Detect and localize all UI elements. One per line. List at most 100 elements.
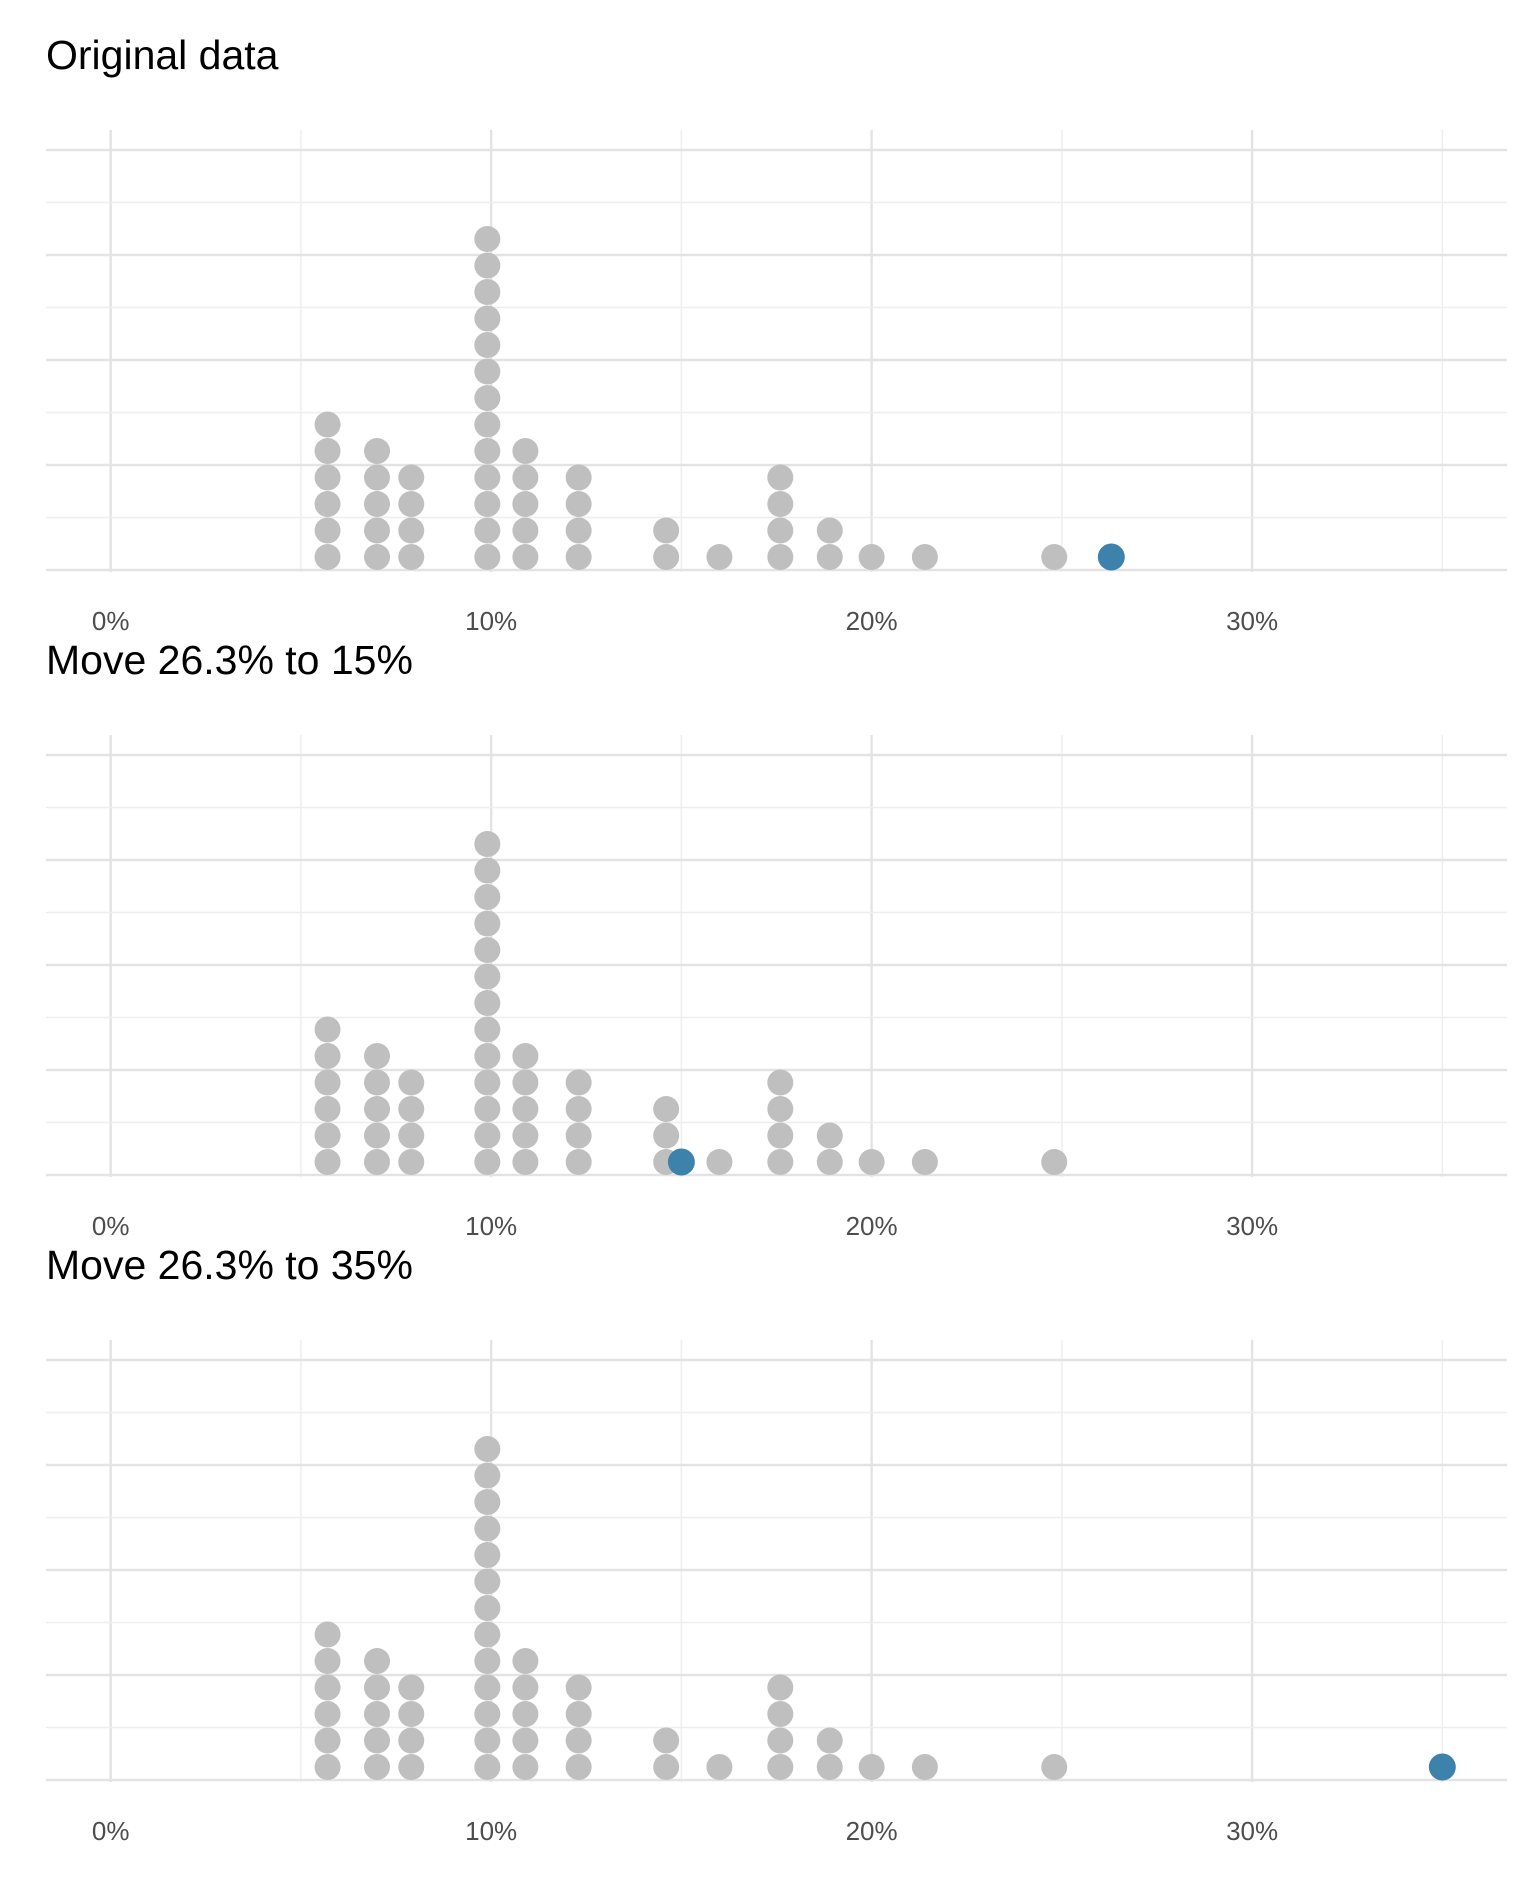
- x-tick-label: 30%: [1226, 606, 1278, 636]
- x-tick-label: 30%: [1226, 1816, 1278, 1846]
- data-point: [314, 1149, 341, 1175]
- data-point: [767, 1149, 794, 1175]
- data-points: [314, 226, 1068, 570]
- data-point: [474, 1515, 501, 1542]
- data-point: [911, 544, 938, 570]
- panel-title: Original data: [46, 32, 279, 78]
- data-point: [512, 438, 539, 464]
- data-point: [512, 1069, 539, 1096]
- data-point: [565, 1122, 592, 1149]
- data-point: [512, 517, 539, 544]
- data-point: [314, 411, 341, 438]
- data-point: [474, 1701, 501, 1727]
- data-point: [364, 1701, 391, 1727]
- data-point: [767, 1754, 794, 1780]
- data-points: [314, 1436, 1068, 1780]
- data-point: [706, 1754, 733, 1780]
- data-point: [1041, 544, 1068, 570]
- data-point: [474, 1462, 501, 1489]
- data-point: [1041, 1754, 1068, 1780]
- data-point: [364, 517, 391, 544]
- data-point: [767, 1122, 794, 1149]
- data-point: [767, 464, 794, 491]
- data-point: [1041, 1149, 1068, 1175]
- data-point: [474, 1542, 501, 1568]
- data-points: [314, 831, 1068, 1175]
- dotplot-original-data: 0% 10% 20% 30%: [46, 130, 1507, 636]
- data-point: [398, 1096, 425, 1122]
- x-tick-label: 0%: [92, 1816, 130, 1846]
- x-tick-label: 0%: [92, 1211, 130, 1241]
- data-point: [653, 1754, 680, 1780]
- data-point: [474, 358, 501, 385]
- data-point: [474, 937, 501, 963]
- data-point: [474, 963, 501, 990]
- data-point: [512, 1674, 539, 1701]
- x-tick-label: 0%: [92, 606, 130, 636]
- data-point: [767, 1727, 794, 1754]
- data-point: [398, 491, 425, 517]
- data-point: [364, 1674, 391, 1701]
- data-point: [398, 1701, 425, 1727]
- horizontal-gridlines: [46, 1358, 1507, 1782]
- x-tick-label: 10%: [465, 1211, 517, 1241]
- data-point: [474, 1754, 501, 1780]
- data-point: [565, 491, 592, 517]
- data-point: [858, 1754, 885, 1780]
- data-point: [512, 1701, 539, 1727]
- data-point: [474, 1595, 501, 1621]
- data-point: [474, 517, 501, 544]
- data-point: [314, 1674, 341, 1701]
- data-point: [512, 1096, 539, 1122]
- data-point: [314, 1122, 341, 1149]
- x-tick-label: 30%: [1226, 1211, 1278, 1241]
- data-point: [398, 1727, 425, 1754]
- data-point: [474, 544, 501, 570]
- data-point: [474, 831, 501, 857]
- data-point: [565, 544, 592, 570]
- highlighted-point: [1097, 543, 1125, 571]
- data-point: [364, 1069, 391, 1096]
- x-tick-label: 10%: [465, 1816, 517, 1846]
- data-point: [565, 517, 592, 544]
- data-point: [653, 1122, 680, 1149]
- data-point: [767, 517, 794, 544]
- data-point: [653, 1096, 680, 1122]
- highlighted-point: [667, 1148, 695, 1176]
- data-point: [474, 1436, 501, 1462]
- data-point: [364, 544, 391, 570]
- data-point: [398, 1149, 425, 1175]
- data-point: [512, 1727, 539, 1754]
- x-tick-label: 20%: [846, 606, 898, 636]
- data-point: [474, 305, 501, 332]
- data-point: [474, 1069, 501, 1096]
- data-point: [474, 990, 501, 1016]
- data-point: [858, 544, 885, 570]
- data-point: [364, 438, 391, 464]
- data-point: [706, 544, 733, 570]
- data-point: [653, 544, 680, 570]
- data-point: [767, 1674, 794, 1701]
- data-point: [364, 1149, 391, 1175]
- data-point: [911, 1149, 938, 1175]
- data-point: [474, 1568, 501, 1595]
- data-point: [474, 411, 501, 438]
- horizontal-gridlines: [46, 753, 1507, 1177]
- data-point: [314, 464, 341, 491]
- data-point: [398, 544, 425, 570]
- data-point: [314, 1648, 341, 1674]
- data-point: [314, 1069, 341, 1096]
- x-tick-label: 20%: [846, 1816, 898, 1846]
- data-point: [398, 464, 425, 491]
- data-point: [512, 491, 539, 517]
- data-point: [474, 226, 501, 252]
- data-point: [314, 1043, 341, 1069]
- data-point: [653, 517, 680, 544]
- data-point: [474, 1016, 501, 1043]
- data-point: [512, 1149, 539, 1175]
- data-point: [364, 1043, 391, 1069]
- data-point: [512, 1754, 539, 1780]
- data-point: [314, 1701, 341, 1727]
- data-point: [512, 464, 539, 491]
- data-point: [767, 1096, 794, 1122]
